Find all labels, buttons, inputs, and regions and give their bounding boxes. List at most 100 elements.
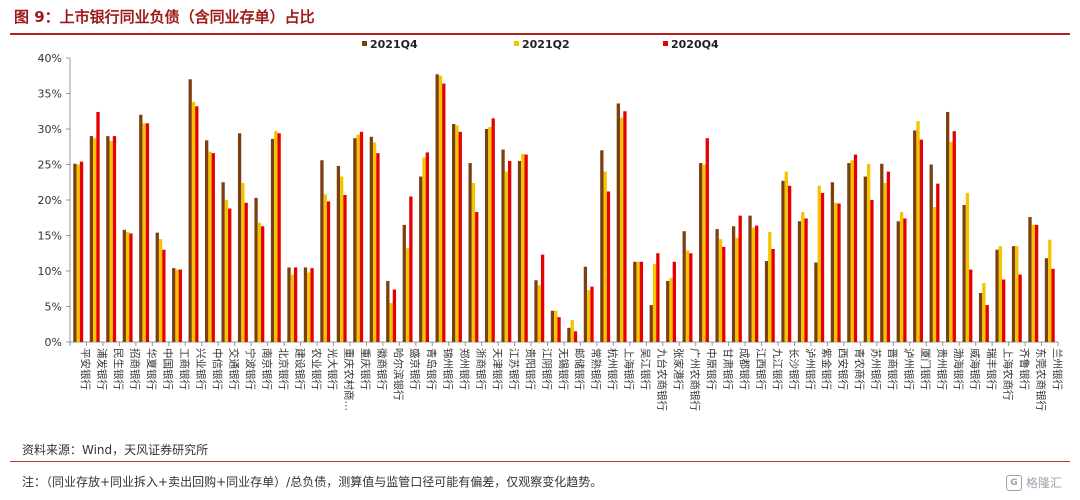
bar-2021Q4-19 (386, 280, 390, 342)
bar-2021Q4-12 (270, 138, 275, 342)
bar-2021Q4-47 (847, 163, 851, 342)
bar-2020Q4-52 (936, 183, 940, 342)
x-tick-label: 九江银行 (771, 348, 784, 390)
bar-2020Q4-18 (376, 153, 380, 342)
bar-2021Q2-22 (438, 75, 443, 342)
bar-2021Q4-45 (814, 262, 818, 342)
bar-2020Q4-41 (755, 225, 759, 342)
bar-2020Q4-53 (952, 131, 956, 342)
bar-2020Q4-51 (919, 139, 923, 342)
bar-2021Q4-30 (567, 327, 571, 342)
bar-2021Q2-40 (735, 237, 739, 342)
x-tick-label: 贵阳银行 (524, 348, 537, 390)
bar-2020Q4-25 (491, 118, 495, 342)
bar-2020Q4-48 (870, 200, 874, 342)
bar-2021Q4-29 (550, 310, 555, 342)
bar-2021Q2-3 (125, 231, 130, 342)
bar-2020Q4-5 (162, 249, 166, 342)
legend-swatch-2020Q4 (663, 41, 668, 46)
bar-2021Q4-58 (1028, 217, 1032, 342)
bar-2021Q2-28 (537, 285, 541, 342)
x-tick-label: 哈尔滨银行 (392, 348, 405, 401)
y-tick-label: 40% (38, 52, 62, 65)
x-tick-label: 青岛银行 (425, 348, 438, 390)
y-tick-label: 15% (38, 230, 62, 243)
x-tick-label: 厦门银行 (919, 348, 932, 390)
bar-2021Q2-9 (224, 200, 229, 342)
x-tick-label: 天津银行 (491, 348, 504, 390)
bar-2021Q4-40 (731, 226, 736, 342)
bar-2021Q2-31 (587, 290, 591, 342)
bar-2020Q4-54 (969, 269, 973, 342)
watermark-text: 格隆汇 (1025, 476, 1062, 490)
bar-2021Q4-35 (649, 305, 653, 342)
legend-swatch-2021Q4 (362, 41, 367, 46)
bar-2020Q4-23 (458, 131, 462, 342)
y-tick-label: 0% (45, 336, 62, 349)
y-tick-label: 35% (38, 88, 62, 101)
bar-2021Q2-44 (801, 212, 805, 342)
bar-2021Q4-26 (501, 149, 505, 342)
bar-2021Q2-47 (850, 160, 854, 342)
legend-swatch-2021Q2 (514, 41, 519, 46)
x-tick-label: 齐鲁银行 (1018, 348, 1031, 390)
bar-2021Q2-20 (405, 248, 410, 342)
x-tick-label: 紫金银行 (820, 348, 833, 390)
bar-2021Q2-38 (702, 164, 706, 342)
x-tick-label: 招商银行 (129, 348, 142, 390)
bar-2020Q4-4 (145, 123, 150, 342)
x-tick-label: 贵州银行 (936, 348, 949, 390)
source-note: 资料来源：Wind，天风证券研究所 (22, 443, 209, 457)
bar-2021Q2-32 (603, 171, 607, 342)
bar-2021Q4-42 (764, 261, 769, 342)
x-tick-label: 苏州银行 (870, 348, 883, 390)
x-tick-label: 江苏银行 (507, 348, 520, 390)
bar-2021Q2-26 (504, 171, 509, 342)
bar-2021Q2-13 (290, 274, 294, 342)
bar-2020Q4-15 (326, 201, 331, 342)
bar-2021Q2-56 (998, 246, 1003, 342)
x-tick-label: 东莞农商银行 (1034, 348, 1047, 411)
bar-2021Q4-15 (320, 160, 324, 342)
bar-2021Q4-13 (287, 267, 291, 342)
bar-2021Q4-28 (534, 280, 538, 342)
x-tick-label: 中原银行 (705, 348, 718, 390)
bar-2021Q4-1 (89, 136, 94, 342)
bar-2020Q4-35 (656, 253, 660, 342)
x-tick-label: 泸州银行 (903, 348, 916, 390)
bar-2021Q2-25 (488, 126, 492, 343)
bar-2021Q2-8 (208, 151, 212, 342)
bar-2021Q2-30 (570, 319, 574, 342)
bar-2021Q2-59 (1048, 239, 1052, 342)
bar-2021Q2-11 (257, 222, 262, 342)
bar-2021Q2-0 (76, 164, 80, 342)
bar-2021Q2-24 (471, 182, 476, 342)
legend-label-2021Q4: 2021Q4 (370, 38, 418, 51)
bar-2021Q4-17 (353, 138, 357, 342)
bar-2021Q2-54 (965, 192, 970, 342)
bar-2020Q4-46 (837, 203, 841, 342)
bar-2021Q2-16 (340, 176, 344, 342)
bar-2021Q2-27 (521, 153, 525, 342)
bar-2020Q4-28 (540, 254, 545, 342)
bar-2020Q4-12 (277, 133, 281, 342)
x-tick-label: 甘肃银行 (721, 348, 734, 390)
bar-2021Q4-0 (73, 163, 77, 342)
bar-2021Q4-49 (880, 163, 884, 342)
bar-2021Q4-36 (666, 280, 670, 342)
bar-2020Q4-31 (590, 286, 594, 342)
bar-2021Q2-51 (916, 121, 920, 342)
x-tick-label: 建设银行 (293, 348, 306, 390)
bar-2021Q4-33 (616, 103, 620, 342)
bar-2020Q4-14 (310, 268, 314, 342)
x-tick-label: 泸州银行 (804, 348, 817, 390)
bar-2021Q4-56 (995, 249, 999, 342)
bar-2020Q4-3 (129, 233, 133, 342)
x-tick-label: 光大银行 (326, 348, 339, 390)
bar-2020Q4-43 (787, 185, 792, 342)
bar-2021Q4-54 (962, 204, 966, 342)
bar-2021Q2-52 (932, 207, 937, 342)
bar-2021Q4-16 (336, 165, 341, 342)
bar-2021Q4-24 (468, 163, 472, 342)
bar-2021Q4-44 (797, 221, 802, 342)
